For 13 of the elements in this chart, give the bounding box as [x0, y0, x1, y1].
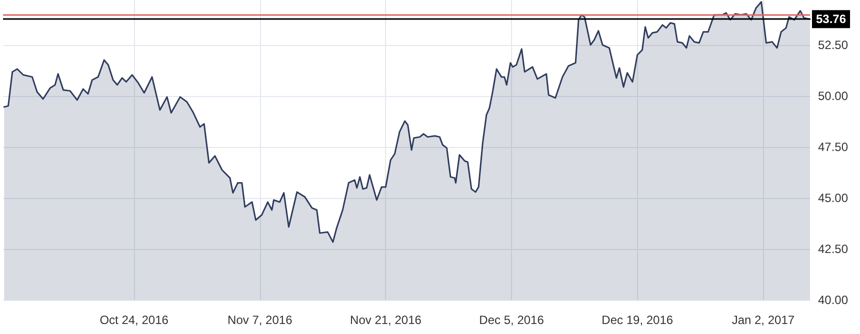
y-tick-label: 50.00 — [818, 88, 848, 103]
x-tick-label: Oct 24, 2016 — [100, 313, 169, 327]
x-tick-label: Dec 19, 2016 — [602, 313, 674, 327]
y-tick-label: 40.00 — [818, 293, 848, 307]
y-tick-label: 47.50 — [818, 140, 848, 154]
x-tick-label: Jan 2, 2017 — [732, 313, 795, 327]
x-tick-label: Dec 5, 2016 — [479, 313, 544, 327]
x-tick-label: Nov 21, 2016 — [350, 313, 422, 327]
y-tick-label: 52.50 — [818, 38, 848, 52]
ref-line-label: 53.76 — [816, 12, 846, 26]
y-tick-label: 45.00 — [818, 190, 848, 205]
y-tick-label: 42.50 — [818, 242, 848, 256]
x-tick-label: Nov 7, 2016 — [228, 313, 293, 327]
